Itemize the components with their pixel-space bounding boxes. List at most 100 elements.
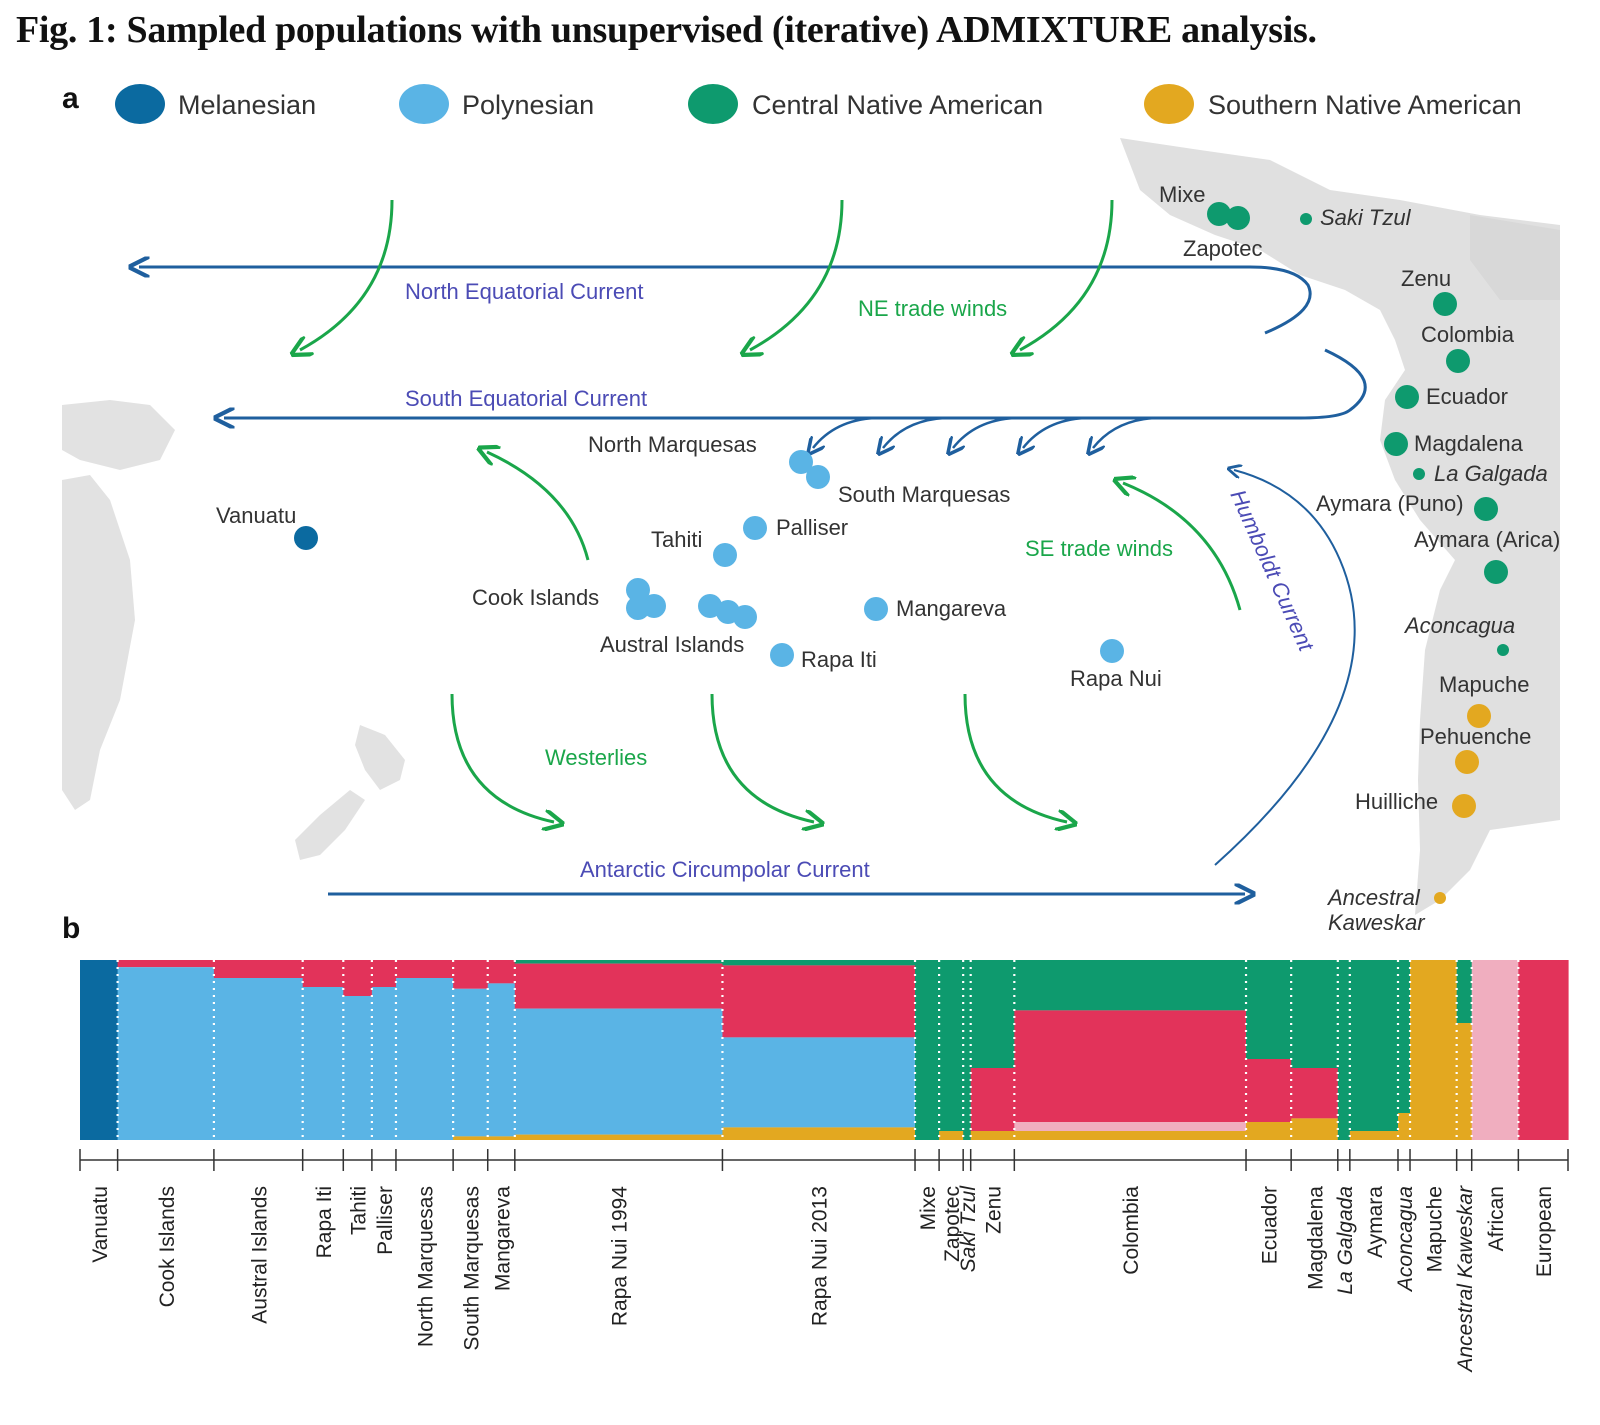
population-bar-palliser	[371, 960, 397, 1140]
place-label-tahiti: Tahiti	[651, 527, 702, 552]
ancestry-segment-eur	[1246, 1059, 1292, 1122]
population-bar-tahiti	[343, 960, 373, 1140]
place-label-aconcagua: Aconcagua	[1403, 613, 1515, 638]
wind-label-westerlies: Westerlies	[545, 745, 647, 770]
place-label-zapotec: Zapotec	[1183, 236, 1263, 261]
population-label-rapa-nui-1994: Rapa Nui 1994	[609, 1186, 632, 1326]
ancestry-segment-poly	[117, 967, 215, 1140]
ne-trade-wind-arrow	[750, 199, 844, 350]
ancestry-segment-south	[722, 1127, 916, 1140]
ecuador-dot	[1395, 385, 1419, 409]
population-label-austral-islands: Austral Islands	[248, 1186, 271, 1324]
legend-item-southern: Southern Native American	[1144, 84, 1522, 124]
ancestry-segment-poly	[453, 988, 489, 1137]
south-equatorial-current-arrow	[224, 348, 1367, 418]
ancestry-segment-south	[514, 1134, 724, 1140]
legend-item-central: Central Native American	[688, 84, 1043, 124]
current-label-north-equatorial: North Equatorial Current	[405, 279, 643, 304]
wind-label-ne-trade: NE trade winds	[858, 296, 1007, 321]
population-label-european: European	[1533, 1186, 1556, 1277]
population-bar-vanuatu	[80, 960, 119, 1140]
map: North Equatorial Current South Equatoria…	[62, 138, 1560, 935]
population-bar-aymara	[1349, 960, 1399, 1140]
admixture-bars	[80, 960, 1569, 1140]
magdalena-dot	[1384, 432, 1408, 456]
ancestry-segment-south	[970, 1131, 1015, 1140]
population-label-ecuador: Ecuador	[1259, 1186, 1282, 1264]
north-equatorial-current-arrow	[139, 267, 1312, 335]
tahiti-dot	[713, 543, 737, 567]
legend: Melanesian Polynesian Central Native Ame…	[115, 84, 1522, 124]
south-marquesas-dot	[806, 465, 830, 489]
ancestry-segment-mel	[80, 960, 119, 1140]
population-label-cook-islands: Cook Islands	[156, 1186, 179, 1307]
cook-islands-dot	[626, 578, 650, 602]
wind-label-se-trade: SE trade winds	[1025, 536, 1173, 561]
north-marquesas-dot	[789, 450, 813, 474]
population-bar-mixe	[915, 960, 940, 1140]
se-trade-wind-arrow	[1123, 483, 1242, 611]
place-label-vanuatu: Vanuatu	[216, 503, 296, 528]
population-bar-rapa-nui-1994	[514, 960, 724, 1140]
ancestry-segment-afr	[1014, 1122, 1247, 1131]
ancestry-segment-poly	[487, 983, 516, 1137]
ancestry-segment-south	[1291, 1118, 1339, 1140]
place-label-austral-islands: Austral Islands	[600, 632, 744, 657]
ancestry-segment-eur	[487, 960, 516, 984]
ne-trade-wind-arrow	[1020, 199, 1114, 350]
ancestry-segment-eur	[453, 960, 489, 989]
la-galgada-dot	[1413, 468, 1425, 480]
ancestry-segment-poly	[343, 996, 373, 1140]
ancestry-segment-cent	[1014, 960, 1247, 1011]
ancestry-segment-cent	[1246, 960, 1292, 1059]
mangareva-dot	[864, 597, 888, 621]
population-bar-mapuche	[1410, 960, 1458, 1140]
place-label-pehuenche: Pehuenche	[1420, 724, 1531, 749]
place-label-ancestral-kaweskar: Ancestral Kaweskar	[1326, 885, 1426, 935]
place-label-huilliche: Huilliche	[1355, 789, 1438, 814]
ancestry-segment-eur	[722, 965, 916, 1038]
panel-b-label: b	[62, 912, 80, 945]
current-label-antarctic: Antarctic Circumpolar Current	[580, 857, 870, 882]
ancestry-segment-cent	[1456, 960, 1473, 1023]
ancestry-segment-eur	[117, 960, 215, 968]
ancestry-segment-cent	[963, 960, 972, 1140]
place-label-mixe: Mixe	[1159, 182, 1205, 207]
population-label-colombia: Colombia	[1120, 1186, 1143, 1275]
ancestry-segment-poly	[722, 1037, 916, 1128]
americas-landmass	[1120, 138, 1560, 915]
place-label-mapuche: Mapuche	[1439, 672, 1530, 697]
ancestry-segment-eur	[1518, 960, 1569, 1140]
ancestral-label-line-2: Kaweskar	[1328, 910, 1426, 935]
central-swatch	[688, 84, 738, 124]
population-bar-austral-islands	[213, 960, 304, 1140]
ancestry-segment-cent	[514, 960, 724, 964]
austral-islands-dot	[733, 605, 757, 629]
ancestry-segment-poly	[395, 978, 454, 1140]
ancestry-segment-south	[1410, 960, 1458, 1140]
population-bar-cook-islands	[117, 960, 215, 1140]
place-label-south-marquesas: South Marquesas	[838, 482, 1010, 507]
population-label-ancestral-kaweskar: Ancestral Kaweskar	[1454, 1185, 1477, 1374]
population-bar-african	[1471, 960, 1519, 1140]
branch-current-arrow	[813, 416, 876, 448]
ancestry-segment-cent	[970, 960, 1015, 1068]
mixe-dot	[1207, 202, 1231, 226]
ancestry-segment-cent	[1349, 960, 1399, 1131]
ancestry-segment-poly	[302, 987, 344, 1140]
population-bar-aconcagua	[1397, 960, 1411, 1140]
colombia-dot	[1446, 349, 1470, 373]
population-bar-zenu	[970, 960, 1015, 1140]
place-label-mangareva: Mangareva	[896, 596, 1007, 621]
caribbean-land	[1470, 215, 1560, 300]
place-label-la-galgada: La Galgada	[1434, 461, 1548, 486]
current-label-south-equatorial: South Equatorial Current	[405, 386, 647, 411]
admixture-chart: Vanuatu Cook Islands Austral Islands Rapa I…	[79, 960, 1569, 1374]
ancestry-segment-eur	[514, 963, 724, 1009]
population-bar-colombia	[1014, 960, 1247, 1140]
ancestry-segment-eur	[371, 960, 397, 987]
ancestry-segment-south	[1246, 1122, 1292, 1140]
population-label-magdalena: Magdalena	[1304, 1186, 1327, 1290]
population-label-north-marquesas: North Marquesas	[415, 1186, 438, 1347]
ancestry-segment-south	[1456, 1023, 1473, 1140]
